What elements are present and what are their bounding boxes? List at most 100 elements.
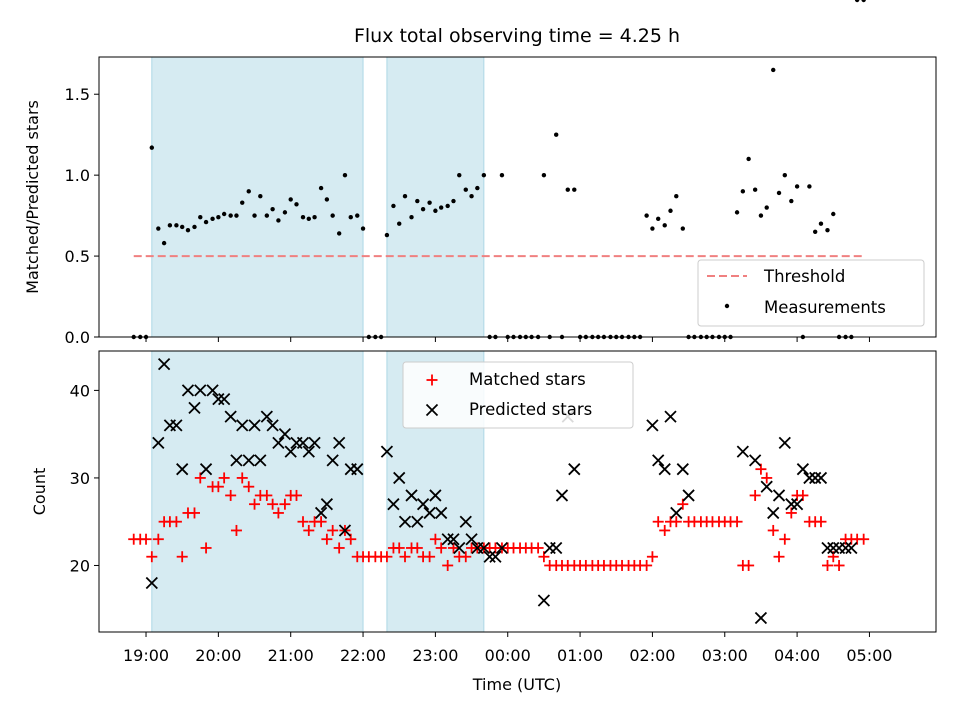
matched-star-marker [460,551,472,563]
measurement-point [312,215,317,220]
y-tick-label: 1.0 [65,166,90,185]
predicted-star-marker [459,515,472,528]
bottom-y-ticks: 20 30 40 [70,381,99,575]
predicted-star-marker [206,384,219,397]
top-y-ticks: 0.0 0.5 1.0 1.5 [65,85,99,347]
predicted-star-marker [796,463,810,476]
measurement-point [210,216,215,222]
legend-plus-marker [426,374,438,386]
legend-predicted-swatch [425,403,439,417]
predicted-star-marker [845,541,858,555]
predicted-star-marker [236,419,249,432]
measurement-point [384,232,390,238]
matched-star-marker [411,542,423,554]
measurement-point [674,193,679,199]
measurement-point [324,197,330,202]
matched-star-marker [327,524,339,536]
predicted-star-marker [248,419,261,432]
measurement-point [420,206,426,212]
measurement-point [782,172,788,178]
x-tick-label: 22:00 [340,646,386,665]
measurement-point [360,226,366,231]
predicted-star-marker [676,463,689,476]
shaded-interval [151,56,364,338]
top-panel: 0.0 0.5 1.0 1.5 Matched/Predicted stars Thr… [23,0,937,347]
predicted-star-marker [176,463,189,476]
measurement-point [818,221,824,226]
matched-star-marker [303,524,315,536]
measurement-point [451,198,456,204]
predicted-star-marker [278,428,292,441]
predicted-star-marker [682,489,695,502]
measurement-point [306,216,311,222]
measurement-point [240,200,245,205]
matched-star-marker [815,516,827,528]
top-x-ticks [145,337,870,342]
measurement-point [854,0,860,3]
predicted-star-marker [212,393,225,406]
x-tick-label: 19:00 [123,646,169,665]
measurement-point [228,213,233,218]
matched-star-marker [424,551,436,563]
matched-star-marker [170,516,182,528]
predicted-star-marker [199,463,213,476]
predicted-star-marker [827,541,840,555]
bottom-axes-frame [98,350,937,633]
measurement-point [270,206,275,212]
legend-matched-label: Matched stars [469,370,586,389]
measurement-point [402,193,408,199]
x-tick-label: 00:00 [485,646,531,665]
measurement-point [179,224,185,230]
legend-measurements-swatch [724,303,730,309]
matched-star-marker [767,524,779,536]
matched-star-marker [290,489,302,501]
matched-star-marker [230,524,242,536]
predicted-star-marker [772,489,786,502]
y-tick-label: 40 [70,381,90,400]
predicted-star-marker [260,410,273,423]
measurement-point [348,215,353,220]
measurement-point [156,226,161,231]
measurement-point [438,205,444,210]
predicted-star-marker [326,454,339,467]
measurement-point [433,208,438,213]
top-legend: Threshold Measurements [697,259,925,327]
measurement-point [192,224,197,230]
predicted-star-marker [754,611,768,625]
matched-star-marker [779,533,791,545]
measurement-point [812,229,818,234]
measurement-point [355,213,360,218]
predicted-star-markers [145,357,858,625]
legend-matched-swatch [426,374,438,386]
predicted-star-marker [736,445,749,458]
measurement-point [174,223,179,228]
measurement-point [771,67,776,73]
predicted-star-marker [555,489,569,502]
measurement-point [288,197,293,202]
matched-star-marker [641,559,653,571]
measurement-point [752,187,758,192]
measurement-point [294,202,299,207]
predicted-star-marker [453,541,466,555]
predicted-star-marker [658,463,671,476]
matched-star-marker [152,533,164,545]
matched-star-marker [429,533,441,545]
x-tick-label: 05:00 [846,646,892,665]
x-tick-label: 01:00 [557,646,603,665]
matched-star-marker [442,559,454,571]
predicted-star-marker [423,506,436,520]
predicted-star-marker [194,384,207,397]
measurement-point [650,226,655,231]
predicted-star-marker [441,533,454,546]
matched-star-marker [218,472,230,484]
matched-star-markers [128,463,870,571]
measurement-point [258,193,263,199]
predicted-star-marker [188,401,201,415]
predicted-star-marker [338,524,352,537]
legend-predicted-label: Predicted stars [469,400,592,419]
matched-star-marker [212,481,224,493]
measurement-point [445,203,450,209]
shaded-interval [151,350,364,633]
predicted-star-marker [308,436,321,450]
matched-star-marker [146,551,158,563]
